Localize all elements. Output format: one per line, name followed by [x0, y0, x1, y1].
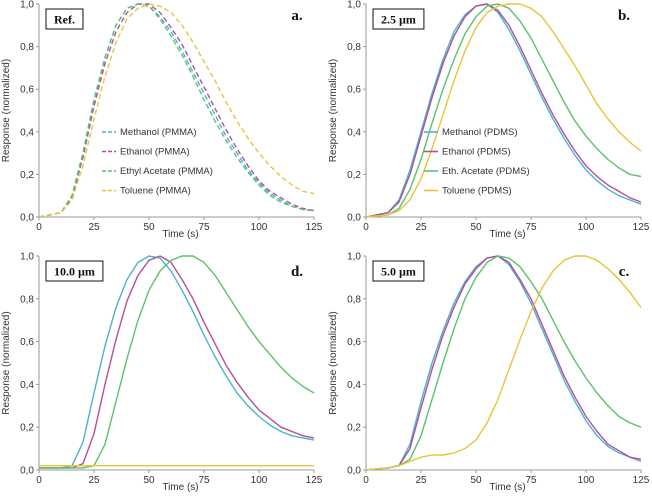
- x-tick-label: 100: [251, 222, 268, 233]
- y-tick-label: 1,0: [20, 0, 34, 11]
- panel-letter: a.: [291, 8, 303, 24]
- x-tick-label: 25: [415, 222, 427, 233]
- series-line-3: [365, 255, 642, 471]
- panel-badge-label: 5.0 µm: [381, 265, 416, 279]
- y-tick-label: 0,8: [347, 294, 361, 305]
- y-tick-label: 0,2: [347, 170, 361, 181]
- y-axis-label: Response (normalized): [1, 59, 12, 162]
- x-tick-label: 100: [578, 222, 595, 233]
- chart-panel-0: 0,0 0,2 0,4 0,6 0,8 1,0 0 25 50 75 100 125 Time (s) R…: [1, 0, 323, 240]
- x-tick-label: 50: [470, 475, 482, 486]
- x-tick-label: 0: [36, 475, 42, 486]
- series-line-2: [365, 255, 642, 471]
- legend-entry: Toluene (PMMA): [120, 186, 191, 197]
- y-tick-label: 0,8: [20, 294, 34, 305]
- x-tick-label: 50: [470, 222, 482, 233]
- chart-panel-2: 0,0 0,2 0,4 0,6 0,8 1,0 0 25 50 75 100 125 Time (s) R…: [1, 252, 323, 494]
- chart-panel-1: 0,0 0,2 0,4 0,6 0,8 1,0 0 25 50 75 100 125 Time (s) R…: [328, 0, 650, 240]
- legend-entry: Methanol (PMMA): [120, 127, 197, 138]
- y-tick-label: 0,4: [20, 380, 34, 391]
- panel-badge: [372, 8, 425, 30]
- y-tick-label: 0,4: [347, 127, 361, 138]
- y-tick-label: 0,2: [20, 423, 34, 434]
- panel-badge: [372, 260, 425, 282]
- series-line-3: [38, 3, 315, 218]
- y-tick-label: 0,2: [347, 423, 361, 434]
- y-tick-label: 0,0: [20, 466, 34, 477]
- y-axis-label: Response (normalized): [1, 311, 12, 414]
- series-line-0: [39, 255, 315, 469]
- panel-letter: c.: [619, 264, 630, 280]
- x-tick-label: 50: [143, 222, 155, 233]
- x-tick-label: 0: [363, 222, 369, 233]
- x-tick-label: 0: [36, 222, 42, 233]
- x-tick-label: 75: [525, 475, 537, 486]
- series-line-2: [38, 3, 315, 218]
- series-line-1: [38, 3, 315, 218]
- y-tick-label: 0,0: [347, 213, 361, 224]
- y-axis-label: Response (normalized): [328, 59, 339, 162]
- series-line-0: [365, 3, 642, 218]
- x-tick-label: 25: [88, 222, 100, 233]
- y-tick-label: 0,8: [20, 42, 34, 53]
- legend-entry: Methanol (PDMS): [442, 127, 518, 138]
- x-axis-label: Time (s): [489, 229, 525, 240]
- x-tick-label: 100: [578, 475, 595, 486]
- x-axis-label: Time (s): [489, 482, 525, 493]
- y-tick-label: 1,0: [347, 0, 361, 11]
- x-tick-label: 100: [251, 475, 268, 486]
- legend-entry: Ethanol (PMMA): [120, 147, 190, 158]
- x-tick-label: 125: [633, 475, 650, 486]
- series-line-1: [365, 3, 642, 218]
- series-line-1: [365, 255, 642, 471]
- chart-panel-3: 0,0 0,2 0,4 0,6 0,8 1,0 0 25 50 75 100 125 Time (s) R…: [328, 252, 650, 494]
- y-tick-label: 0,6: [20, 85, 34, 96]
- x-tick-label: 75: [198, 222, 210, 233]
- x-tick-label: 25: [415, 475, 427, 486]
- x-tick-label: 125: [306, 475, 323, 486]
- y-tick-label: 0,4: [347, 380, 361, 391]
- panel-badge: [45, 8, 84, 30]
- legend-entry: Eth. Acetate (PDMS): [442, 166, 530, 177]
- panel-badge-label: 10.0 µm: [54, 265, 95, 279]
- panel-letter: d.: [291, 264, 303, 280]
- y-tick-label: 0,2: [20, 170, 34, 181]
- y-tick-label: 1,0: [347, 252, 361, 263]
- panel-badge-label: 2.5 µm: [381, 13, 416, 27]
- legend-entry: Ethanol (PDMS): [442, 147, 511, 158]
- series-line-2: [365, 3, 642, 218]
- x-tick-label: 50: [143, 475, 155, 486]
- y-axis-label: Response (normalized): [328, 311, 339, 414]
- x-axis-label: Time (s): [162, 482, 198, 493]
- series-line-2: [39, 255, 315, 469]
- series-line-0: [365, 255, 642, 471]
- panel-letter: b.: [618, 8, 630, 24]
- x-tick-label: 25: [88, 475, 100, 486]
- x-tick-label: 0: [363, 475, 369, 486]
- legend-entry: Ethyl Acetate (PMMA): [120, 166, 213, 177]
- x-tick-label: 125: [633, 222, 650, 233]
- panel-badge: [45, 260, 104, 282]
- y-tick-label: 0,0: [347, 466, 361, 477]
- series-line-3: [365, 3, 642, 218]
- x-axis-label: Time (s): [162, 229, 198, 240]
- x-tick-label: 75: [198, 475, 210, 486]
- y-tick-label: 0,8: [347, 42, 361, 53]
- series-line-1: [39, 255, 315, 469]
- y-tick-label: 1,0: [20, 252, 34, 263]
- x-tick-label: 75: [525, 222, 537, 233]
- y-tick-label: 0,6: [347, 85, 361, 96]
- y-tick-label: 0,4: [20, 127, 34, 138]
- legend-entry: Toluene (PDMS): [442, 186, 512, 197]
- y-tick-label: 0,0: [20, 213, 34, 224]
- y-tick-label: 0,6: [20, 337, 34, 348]
- y-tick-label: 0,6: [347, 337, 361, 348]
- panel-badge-label: Ref.: [54, 13, 75, 27]
- x-tick-label: 125: [306, 222, 323, 233]
